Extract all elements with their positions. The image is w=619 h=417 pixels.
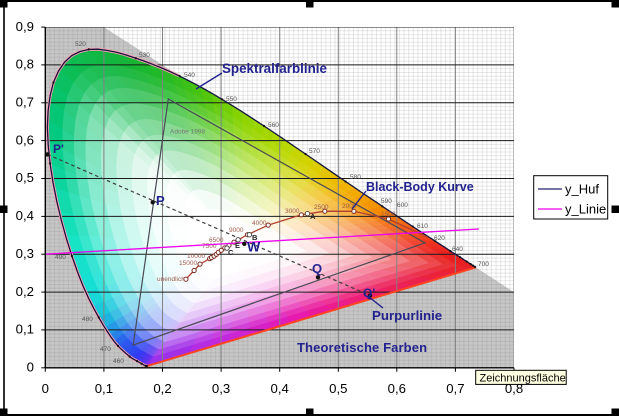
svg-text:0: 0 (42, 381, 49, 396)
svg-text:Purpurlinie: Purpurlinie (372, 308, 442, 323)
svg-text:2500: 2500 (314, 204, 329, 211)
svg-text:0,7: 0,7 (446, 381, 464, 396)
svg-text:580: 580 (350, 174, 361, 181)
svg-text:7500: 7500 (202, 243, 217, 250)
svg-text:6500: 6500 (209, 237, 224, 244)
svg-text:550: 550 (226, 96, 237, 103)
svg-text:0,8: 0,8 (16, 57, 34, 72)
svg-text:unendlich: unendlich (157, 276, 185, 283)
svg-text:4000: 4000 (252, 220, 267, 227)
svg-text:Black-Body Kurve: Black-Body Kurve (366, 180, 474, 194)
svg-text:460: 460 (113, 358, 124, 365)
svg-text:700: 700 (478, 261, 489, 268)
svg-text:0,4: 0,4 (16, 208, 34, 223)
svg-text:15000: 15000 (179, 260, 197, 267)
svg-text:520: 520 (75, 41, 86, 48)
svg-text:0,6: 0,6 (16, 132, 34, 147)
svg-text:A: A (310, 212, 316, 221)
svg-text:P': P' (53, 142, 64, 156)
svg-text:E: E (235, 241, 240, 250)
svg-text:0,2: 0,2 (16, 284, 34, 299)
svg-text:570: 570 (309, 148, 320, 155)
svg-text:Adobe 1998: Adobe 1998 (170, 129, 205, 136)
svg-text:560: 560 (268, 122, 279, 129)
svg-text:0: 0 (27, 360, 34, 375)
svg-text:470: 470 (100, 346, 111, 353)
svg-text:Zeichnungsfläche: Zeichnungsfläche (480, 372, 566, 384)
svg-text:P: P (156, 193, 165, 208)
svg-text:530: 530 (139, 52, 150, 59)
svg-text:590: 590 (381, 198, 392, 205)
svg-text:Theoretische Farben: Theoretische Farben (297, 340, 427, 355)
svg-text:610: 610 (417, 223, 428, 230)
svg-text:Q: Q (312, 261, 322, 276)
svg-text:10000: 10000 (187, 253, 205, 260)
svg-text:0,6: 0,6 (388, 381, 406, 396)
svg-text:0,1: 0,1 (95, 381, 113, 396)
svg-text:0,9: 0,9 (16, 19, 34, 34)
svg-text:9000: 9000 (229, 227, 244, 234)
svg-text:620: 620 (434, 235, 445, 242)
svg-text:0,4: 0,4 (271, 381, 289, 396)
svg-text:y_Linie: y_Linie (565, 202, 606, 217)
svg-text:3000: 3000 (285, 208, 300, 215)
svg-text:0,1: 0,1 (16, 322, 34, 337)
svg-text:0,3: 0,3 (16, 246, 34, 261)
svg-text:0,5: 0,5 (329, 381, 347, 396)
svg-text:W: W (247, 239, 261, 255)
svg-text:Q': Q' (363, 286, 375, 300)
svg-text:1500: 1500 (381, 211, 396, 218)
svg-text:2000: 2000 (342, 203, 357, 210)
svg-text:490: 490 (55, 254, 66, 261)
svg-text:600: 600 (397, 202, 408, 209)
svg-text:B: B (252, 233, 258, 242)
svg-text:0,7: 0,7 (16, 95, 34, 110)
svg-text:540: 540 (184, 72, 195, 79)
svg-text:480: 480 (82, 316, 93, 323)
svg-text:Spektralfarblinie: Spektralfarblinie (222, 61, 327, 76)
svg-text:0,2: 0,2 (153, 381, 171, 396)
svg-text:0,5: 0,5 (16, 170, 34, 185)
svg-text:0,3: 0,3 (212, 381, 230, 396)
svg-text:C: C (228, 248, 234, 257)
svg-text:y_Huf: y_Huf (565, 182, 599, 197)
svg-text:640: 640 (452, 246, 463, 253)
